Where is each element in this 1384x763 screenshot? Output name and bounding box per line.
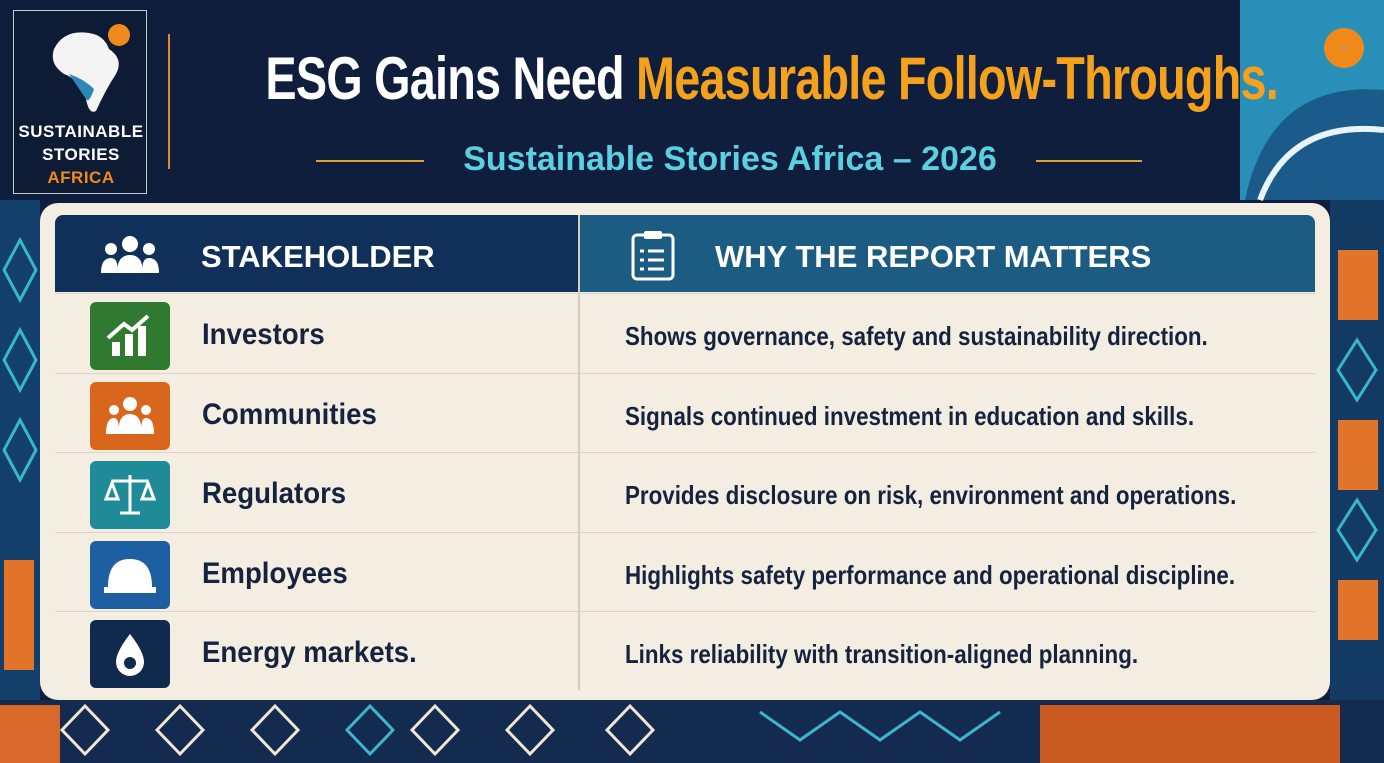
wave [1245, 89, 1384, 200]
row-icon [90, 381, 170, 450]
reason: Provides disclosure on risk, environment… [625, 480, 1237, 510]
stakeholder: Investors [202, 318, 325, 351]
column-header: WHY THE REPORT MATTERS [715, 239, 1152, 274]
header-cell: STAKEHOLDER [55, 215, 578, 292]
table-row: Communities Signals continued investment … [55, 372, 1315, 453]
title-part: Measurable Follow-Throughs. [636, 45, 1279, 112]
rule [1036, 160, 1142, 162]
row-icon [90, 461, 170, 529]
icon-glyph [116, 634, 144, 676]
logo: SUSTAINABLE STORIES AFRICA [13, 10, 147, 194]
icon-glyph [103, 475, 157, 515]
title-part: ESG Gains Need [265, 45, 624, 112]
column-header: STAKEHOLDER [201, 239, 435, 274]
table-row: Investors Shows governance, safety and su… [55, 293, 1315, 373]
logo-map [52, 24, 130, 112]
stakeholder: Regulators [202, 477, 347, 510]
sun [1324, 28, 1364, 68]
icon-glyph [106, 314, 150, 356]
table-row: Regulators Provides disclosure on risk, e… [55, 452, 1315, 532]
reason: Highlights safety performance and operat… [625, 559, 1236, 590]
row-icon [90, 620, 170, 688]
logo-text: STORIES [42, 145, 120, 164]
clipboard-icon [631, 231, 675, 281]
icon-glyph [106, 396, 154, 434]
title: ESG Gains Need Measurable Follow-Through… [265, 44, 1278, 113]
bottom-motifs [0, 703, 1340, 763]
subtitle: Sustainable Stories Africa – 2026 [463, 140, 997, 178]
table-row: Employees Highlights safety performance a… [55, 531, 1315, 612]
logo-text: AFRICA [47, 168, 115, 187]
stakeholder: Energy markets. [202, 636, 417, 669]
reason: Links reliability with transition-aligne… [625, 639, 1139, 669]
row-icon [90, 302, 170, 370]
logo-text: SUSTAINABLE [18, 122, 144, 141]
stakeholder: Employees [202, 556, 348, 590]
rule [316, 160, 424, 162]
table: STAKEHOLDER WHY THE REPORT MATTERS Inves… [40, 203, 1330, 700]
stakeholder: Communities [202, 397, 377, 431]
side-diamonds [2, 236, 1378, 563]
side-motifs [4, 250, 1378, 670]
reason: Signals continued investment in educatio… [625, 400, 1195, 431]
icon-glyph [104, 558, 156, 593]
people-icon [101, 236, 159, 273]
reason: Shows governance, safety and sustainabil… [625, 321, 1208, 351]
wave-line [1257, 125, 1384, 202]
table-row: Energy markets. Links reliability with tr… [55, 611, 1315, 691]
header-cell: WHY THE REPORT MATTERS [580, 215, 1315, 292]
row-icon [90, 540, 170, 609]
divider [168, 34, 170, 169]
